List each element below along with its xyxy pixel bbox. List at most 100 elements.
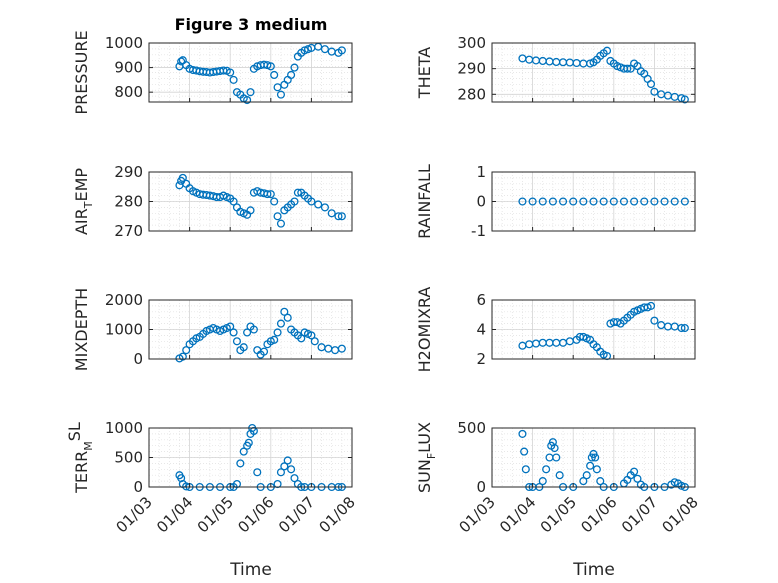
data-point bbox=[337, 46, 346, 55]
data-point bbox=[290, 63, 299, 72]
data-point bbox=[650, 87, 659, 96]
data-point bbox=[270, 197, 279, 206]
data-point bbox=[270, 70, 279, 80]
data-point bbox=[528, 197, 537, 206]
data-point bbox=[677, 323, 686, 333]
y-tick-label: 1000 bbox=[105, 321, 143, 339]
data-point bbox=[630, 467, 639, 476]
y-axis-label: PRESSURE bbox=[72, 30, 91, 114]
subplot-pressure: 1000 900 800 PRESSURE bbox=[72, 30, 353, 115]
data-point bbox=[273, 212, 282, 221]
y-tick-label: 1 bbox=[476, 163, 486, 181]
y-tick-label: 900 bbox=[114, 59, 143, 77]
data-point bbox=[542, 465, 551, 474]
data-point bbox=[550, 444, 559, 453]
data-point bbox=[538, 197, 547, 206]
y-tick-label: 280 bbox=[114, 193, 143, 211]
y-tick-label: 0 bbox=[133, 350, 143, 368]
data-point bbox=[633, 474, 642, 483]
y-axis-label: TERRMSL bbox=[65, 422, 95, 494]
data-point bbox=[266, 190, 275, 199]
data-point bbox=[630, 197, 639, 206]
data-point bbox=[646, 79, 656, 89]
y-tick-label: 6 bbox=[476, 291, 486, 309]
y-axis-label: RAINFALL bbox=[415, 164, 434, 239]
y-tick-label: 500 bbox=[114, 449, 143, 467]
data-point bbox=[320, 45, 329, 54]
data-point bbox=[229, 328, 238, 337]
data-point bbox=[246, 88, 255, 97]
data-point bbox=[640, 197, 649, 206]
y-tick-label: 290 bbox=[457, 60, 486, 78]
data-point bbox=[280, 307, 289, 316]
y-tick-label: 1000 bbox=[105, 34, 143, 52]
data-point bbox=[650, 316, 659, 325]
data-point bbox=[283, 456, 292, 465]
data-point bbox=[555, 471, 564, 480]
data-point bbox=[310, 337, 319, 346]
data-point bbox=[660, 197, 669, 206]
data-point bbox=[259, 347, 269, 356]
data-point bbox=[280, 462, 289, 471]
y-axis-label: H2OMIXRA bbox=[415, 287, 434, 373]
data-point bbox=[226, 322, 235, 331]
data-point bbox=[226, 68, 235, 77]
x-axis-label-right: Time bbox=[572, 560, 615, 580]
data-point bbox=[177, 57, 186, 66]
data-point bbox=[334, 212, 343, 221]
data-point bbox=[239, 447, 248, 456]
data-point bbox=[602, 46, 612, 55]
data-point bbox=[243, 328, 252, 337]
data-point bbox=[337, 212, 346, 221]
data-point bbox=[273, 328, 282, 337]
data-point bbox=[680, 197, 689, 206]
data-point bbox=[619, 197, 628, 206]
y-tick-label: 300 bbox=[457, 34, 486, 52]
data-point bbox=[239, 343, 248, 352]
data-point bbox=[273, 83, 282, 92]
data-point bbox=[307, 331, 316, 340]
data-point bbox=[244, 438, 253, 447]
data-point bbox=[229, 197, 238, 206]
data-point bbox=[232, 337, 242, 346]
y-tick-label: 0 bbox=[133, 478, 143, 496]
data-point bbox=[558, 197, 568, 206]
subplot-air: 290 280 270 AIRTEMP bbox=[72, 163, 353, 240]
data-point bbox=[582, 471, 591, 480]
subplot-mixdepth: 2000 1000 0 MIXDEPTH bbox=[72, 288, 353, 371]
data-point bbox=[290, 474, 299, 483]
axes-box bbox=[491, 427, 696, 488]
y-tick-label: 4 bbox=[476, 321, 486, 339]
data-point bbox=[518, 429, 527, 438]
data-point bbox=[552, 453, 561, 462]
data-point bbox=[249, 325, 258, 334]
data-point bbox=[538, 477, 547, 486]
data-point bbox=[276, 468, 286, 477]
data-point bbox=[569, 197, 578, 206]
y-tick-label: 290 bbox=[114, 163, 143, 181]
data-point bbox=[287, 465, 296, 474]
data-point bbox=[182, 346, 191, 355]
data-point bbox=[283, 313, 292, 322]
data-point bbox=[520, 447, 529, 456]
data-point bbox=[290, 197, 299, 206]
data-point bbox=[650, 197, 659, 206]
data-point bbox=[229, 75, 238, 84]
y-tick-label: 1000 bbox=[105, 419, 143, 437]
data-point bbox=[266, 62, 275, 71]
data-point bbox=[518, 197, 527, 206]
subplot-rainfall: 1 0 -1 RAINFALL bbox=[415, 163, 696, 240]
figure-title: Figure 3 medium bbox=[175, 15, 328, 34]
data-point bbox=[548, 197, 557, 206]
data-point bbox=[276, 219, 286, 228]
data-point bbox=[178, 352, 187, 361]
y-tick-label: 2000 bbox=[105, 291, 143, 309]
data-point bbox=[253, 468, 262, 477]
data-point bbox=[609, 197, 618, 206]
y-tick-label: 500 bbox=[457, 419, 486, 437]
y-tick-label: -1 bbox=[471, 222, 486, 240]
y-axis-label: AIRTEMP bbox=[72, 168, 95, 235]
data-point bbox=[670, 197, 679, 206]
y-tick-label: 800 bbox=[114, 83, 143, 101]
